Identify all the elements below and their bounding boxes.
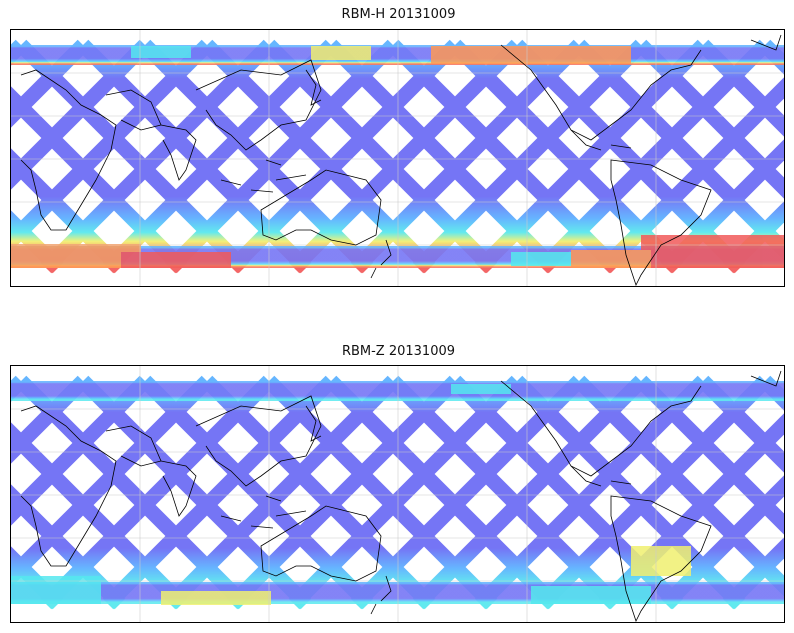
- swath-descending: [536, 375, 771, 610]
- swath-descending: [660, 139, 784, 274]
- coastline-path: [105, 425, 162, 467]
- coastline-path: [260, 169, 382, 246]
- warm-patch: [641, 235, 784, 268]
- warm-patch: [431, 46, 631, 64]
- coastline-path: [195, 395, 322, 487]
- warm-patch: [121, 252, 231, 268]
- swath-descending: [40, 39, 275, 274]
- warm-patch: [631, 546, 691, 576]
- swath-descending: [474, 375, 709, 610]
- swath-ascending: [697, 39, 784, 137]
- top-panel-title: RBM-H 20131009: [341, 7, 456, 22]
- swath-stripes: [11, 39, 784, 274]
- coastline-path: [500, 44, 702, 141]
- coastline-path: [570, 465, 632, 487]
- warm-patch: [131, 46, 191, 58]
- coastline-path: [750, 370, 782, 387]
- warm-patch: [531, 586, 651, 604]
- rbm-h-map-canvas: [11, 30, 784, 286]
- coastline-path: [220, 495, 307, 529]
- warm-patch: [571, 250, 651, 268]
- coastline-path: [370, 239, 392, 279]
- warm-patch: [511, 252, 571, 266]
- swath-ascending: [635, 375, 784, 535]
- swath-descending: [11, 375, 89, 464]
- swath-descending: [11, 375, 151, 526]
- bottom-panel-title: RBM-Z 20131009: [341, 344, 456, 359]
- swath-descending: [102, 375, 337, 610]
- rbm-h-map: [10, 29, 785, 287]
- warm-patches: [11, 46, 784, 268]
- coastline-path: [260, 505, 382, 582]
- coastline-path: [105, 89, 162, 131]
- swath-descending: [412, 375, 647, 610]
- swath-descending: [660, 475, 784, 610]
- swath-descending: [11, 39, 151, 190]
- rbm-z-map: [10, 365, 785, 623]
- rbm-z-map-canvas: [11, 366, 784, 622]
- swath-descending: [40, 375, 275, 610]
- gridlines: [11, 30, 784, 286]
- coastline-path: [20, 405, 117, 567]
- coastline-path: [305, 69, 322, 106]
- warm-patch: [11, 576, 101, 604]
- swath-descending: [350, 375, 585, 610]
- swath-descending: [598, 77, 784, 274]
- swath-descending: [722, 201, 784, 274]
- coastline-path: [570, 129, 632, 151]
- coastlines: [20, 370, 782, 622]
- swath-ascending: [635, 39, 784, 199]
- gridlines: [11, 366, 784, 622]
- swath-descending: [11, 375, 213, 588]
- swath-descending: [164, 39, 399, 274]
- south-dense-band: [11, 582, 784, 604]
- swath-descending: [11, 39, 213, 252]
- warm-patch: [11, 244, 141, 268]
- coastlines: [20, 34, 782, 286]
- coastline-path: [160, 460, 197, 517]
- swath-descending: [536, 39, 771, 274]
- warm-patch: [311, 46, 371, 60]
- warm-patch: [161, 591, 271, 605]
- swath-descending: [11, 39, 89, 128]
- swath-descending: [102, 39, 337, 274]
- coastline-path: [195, 59, 322, 151]
- swath-descending: [474, 39, 709, 274]
- coastline-path: [160, 124, 197, 181]
- warm-patch: [451, 384, 511, 394]
- coastline-path: [370, 575, 392, 615]
- coastline-path: [305, 405, 322, 442]
- swath-descending: [412, 39, 647, 274]
- north-dense-band: [11, 381, 784, 401]
- coastline-path: [610, 495, 712, 622]
- coastline-path: [220, 159, 307, 193]
- swath-descending: [164, 375, 399, 610]
- coastline-path: [20, 69, 117, 231]
- warm-patches: [11, 384, 691, 605]
- coastline-path: [750, 34, 782, 51]
- swath-descending: [350, 39, 585, 274]
- swath-descending: [288, 375, 523, 610]
- swath-ascending: [697, 375, 784, 473]
- swath-descending: [722, 537, 784, 610]
- swath-descending: [288, 39, 523, 274]
- coastline-path: [500, 380, 702, 477]
- north-dense-band: [11, 45, 784, 65]
- coastline-path: [610, 159, 712, 286]
